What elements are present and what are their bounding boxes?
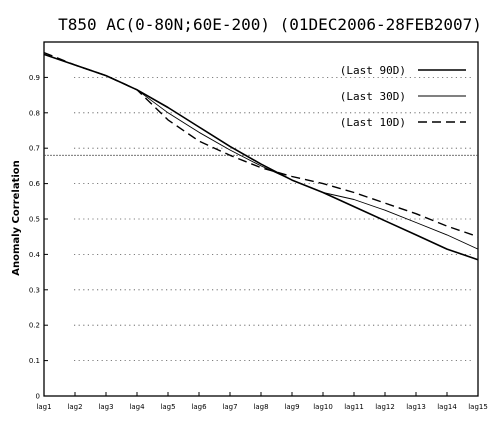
y-tick-label: 0.3 [29, 286, 40, 294]
x-tick-label: lag14 [437, 403, 457, 411]
legend-label-3: (Last 10D) [340, 116, 406, 129]
x-tick-label: lag12 [375, 403, 395, 411]
y-tick-label: 0 [36, 393, 40, 401]
y-tick-label: 0.6 [29, 180, 41, 188]
legend-label-2: (Last 30D) [340, 90, 406, 103]
y-tick-label: 0.1 [29, 357, 40, 365]
x-tick-label: lag5 [160, 403, 175, 411]
x-tick-label: lag2 [67, 403, 82, 411]
x-tick-label: lag4 [129, 403, 145, 411]
y-tick-label: 0.5 [29, 216, 40, 224]
series-line-1 [43, 53, 479, 261]
grid-layer [74, 77, 474, 362]
x-tick-label: lag15 [468, 403, 488, 411]
x-tick-label: lag13 [406, 403, 426, 411]
x-tick-label: lag6 [191, 403, 207, 411]
x-tick-label: lag3 [98, 403, 113, 411]
y-tick-label: 0.4 [29, 251, 41, 259]
plot-frame [43, 41, 479, 397]
x-tick-label: lag10 [313, 403, 333, 411]
axis-layer: 0 0.1 0.2 0.3 0.4 0.5 0.6 0.7 0.8 0.9 lag1 lag2 lag3… [29, 74, 488, 411]
y-tick-label: 0.9 [29, 74, 40, 82]
series-line-3 [43, 51, 479, 238]
legend-label-1: (Last 90D) [340, 64, 406, 77]
series-line-2 [43, 53, 479, 250]
y-tick-label: 0.8 [29, 109, 40, 117]
y-axis-label: Anomaly Correlation [11, 160, 22, 276]
y-tick-label: 0.7 [29, 145, 40, 153]
chart-title: T850 AC(0-80N;60E-200) (01DEC2006-28FEB2… [58, 15, 482, 34]
x-tick-label: lag9 [284, 403, 299, 411]
x-tick-label: lag11 [344, 403, 364, 411]
x-tick-label: lag1 [36, 403, 51, 411]
legend: (Last 90D) (Last 30D) (Last 10D) [340, 64, 466, 129]
y-tick-label: 0.2 [29, 322, 40, 330]
series-layer [43, 51, 479, 261]
x-tick-label: lag8 [253, 403, 268, 411]
x-tick-label: lag7 [222, 403, 237, 411]
